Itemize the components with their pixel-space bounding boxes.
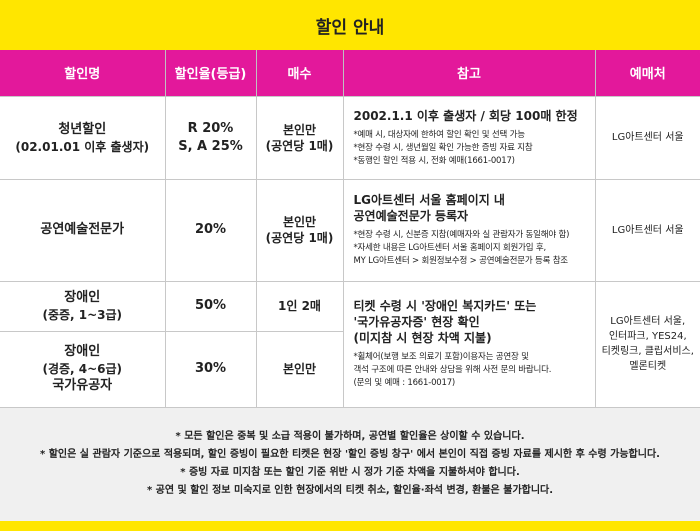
- cell-note: 2002.1.1 이후 출생자 / 회당 100매 한정 *예매 시, 대상자에…: [342, 95, 596, 180]
- discount-rate: 30%: [194, 361, 227, 376]
- note-line: (문의 및 예매 : 1661-0017): [353, 378, 456, 388]
- ticket-qty: 본인만: [282, 122, 317, 137]
- footer-note: * 공연 및 할인 정보 미숙지로 인한 현장에서의 티켓 취소, 할인율·좌석…: [146, 485, 554, 496]
- ticket-qty: 1인 2매: [278, 299, 321, 313]
- seller-name: 멜론티켓: [629, 361, 667, 372]
- note-line: *자세한 내용은 LG아트센터 서울 홈페이지 회원가입 후,: [353, 243, 547, 253]
- header-qty: 매수: [256, 50, 344, 96]
- note-heading: (미지참 시 현장 차액 지불): [353, 331, 492, 345]
- note-line: *동행인 할인 적용 시, 전화 예매(1661-0017): [353, 155, 515, 166]
- note-heading: 2002.1.1 이후 출생자 / 회당 100매 한정: [353, 108, 578, 123]
- note-line: MY LG아트센터 > 회원정보수정 > 공연예술전문가 등록 참조: [353, 256, 569, 266]
- discount-name-sub: (중증, 1~3급): [42, 308, 123, 322]
- ticket-qty-sub: (공연당 1매): [265, 138, 334, 153]
- cell-note: LG아트센터 서울 홈페이지 내 공연예술전문가 등록자 *현장 수령 시, 신…: [342, 178, 596, 282]
- cell-qty: 본인만 (공연당 1매): [255, 95, 344, 180]
- cell-seller-shared: LG아트센터 서울, 인터파크, YES24, 티켓링크, 클립서비스, 멜론티…: [594, 280, 700, 408]
- discount-rate: R 20%: [187, 120, 234, 136]
- header-seller: 예매처: [595, 50, 700, 96]
- discount-name: 청년할인: [58, 121, 107, 137]
- ticket-qty-sub: (공연당 1매): [265, 231, 334, 245]
- cell-rate: 30%: [164, 330, 257, 408]
- cell-rate: 50%: [164, 280, 257, 332]
- note-line: *현장 수령 시, 생년월일 확인 가능한 증빙 자료 지참: [353, 142, 533, 153]
- cell-qty: 1인 2매: [255, 280, 344, 332]
- note-heading: 공연예술전문가 등록자: [353, 209, 469, 223]
- footer-note: * 증빙 자료 미지참 또는 할인 기준 위반 시 정가 기준 차액을 지불하셔…: [180, 467, 520, 478]
- cell-name: 장애인 (경증, 4~6급) 국가유공자: [0, 330, 166, 408]
- ticket-qty: 본인만: [282, 362, 317, 376]
- note-line: *휠체어(보행 보조 의료기 포함)이용자는 공연장 및: [353, 352, 529, 362]
- discount-name-sub: (경증, 4~6급): [42, 362, 123, 376]
- cell-rate: 20%: [164, 178, 257, 282]
- note-line: 객석 구조에 따른 안내와 상담을 위해 사전 문의 바랍니다.: [353, 365, 552, 375]
- table-row-youth: 청년할인 (02.01.01 이후 출생자) R 20% S, A 25% 본인…: [0, 95, 700, 180]
- header-name: 할인명: [0, 50, 166, 96]
- footer-notes: * 모든 할인은 중복 및 소급 적용이 불가하며, 공연별 할인율은 상이할 …: [0, 428, 700, 500]
- header-note: 참고: [343, 50, 596, 96]
- discount-name: 장애인: [64, 290, 101, 305]
- discount-name: 국가유공자: [52, 378, 113, 393]
- cell-seller: LG아트센터 서울: [594, 178, 700, 282]
- note-heading: LG아트센터 서울 홈페이지 내: [353, 193, 505, 207]
- seller-name: LG아트센터 서울: [611, 224, 684, 236]
- cell-qty: 본인만: [255, 330, 343, 408]
- note-line: *예매 시, 대상자에 한하여 할인 확인 및 선택 가능: [353, 129, 526, 140]
- cell-name: 공연예술전문가: [0, 178, 166, 282]
- seller-name: LG아트센터 서울,: [610, 316, 686, 327]
- cell-rate: R 20% S, A 25%: [164, 95, 257, 180]
- discount-name: 공연예술전문가: [40, 222, 125, 237]
- discount-rate: S, A 25%: [178, 138, 243, 154]
- seller-name: 인터파크, YES24,: [608, 331, 687, 342]
- discount-name-sub: (02.01.01 이후 출생자): [15, 139, 150, 154]
- table-row-disabled-mild: 장애인 (경증, 4~6급) 국가유공자 30% 본인만: [0, 330, 700, 408]
- discount-name: 장애인: [64, 344, 101, 359]
- page-title: 할인 안내: [315, 17, 385, 38]
- table-row-expert: 공연예술전문가 20% 본인만 (공연당 1매) LG아트센터 서울 홈페이지 …: [0, 178, 700, 282]
- footer-note: * 모든 할인은 중복 및 소급 적용이 불가하며, 공연별 할인율은 상이할 …: [175, 431, 525, 442]
- table-header-row: 할인명 할인율(등급) 매수 참고 예매처: [0, 50, 700, 96]
- cell-name: 장애인 (중증, 1~3급): [0, 280, 166, 332]
- footer-note: * 할인은 실 관람자 기준으로 적용되며, 할인 증빙이 필요한 티켓은 현장…: [40, 449, 660, 460]
- table-row-disabled-severe: 장애인 (중증, 1~3급) 50% 1인 2매 티켓 수령 시 '장애인 복지…: [0, 280, 700, 408]
- note-heading: 티켓 수령 시 '장애인 복지카드' 또는: [353, 299, 537, 313]
- header-rate: 할인율(등급): [165, 50, 257, 96]
- cell-name: 청년할인 (02.01.01 이후 출생자): [0, 95, 166, 180]
- seller-name: 티켓링크, 클립서비스,: [601, 346, 694, 357]
- ticket-qty: 본인만: [282, 215, 317, 229]
- note-heading: '국가유공자증' 현장 확인: [353, 315, 480, 329]
- cell-qty: 본인만 (공연당 1매): [255, 178, 344, 282]
- cell-seller: LG아트센터 서울: [594, 95, 700, 180]
- note-line: *현장 수령 시, 신분증 지참(예매자와 실 관람자가 동일해야 함): [353, 230, 570, 240]
- discount-rate: 50%: [194, 298, 227, 313]
- seller-name: LG아트센터 서울: [611, 132, 684, 143]
- cell-note-shared: 티켓 수령 시 '장애인 복지카드' 또는 '국가유공자증' 현장 확인 (미지…: [342, 280, 596, 408]
- discount-rate: 20%: [194, 222, 227, 237]
- title-bar: 할인 안내: [0, 0, 700, 50]
- discount-table: 할인명 할인율(등급) 매수 참고 예매처 청년할인 (02.01.01 이후 …: [0, 50, 700, 408]
- bottom-bar: [0, 521, 700, 531]
